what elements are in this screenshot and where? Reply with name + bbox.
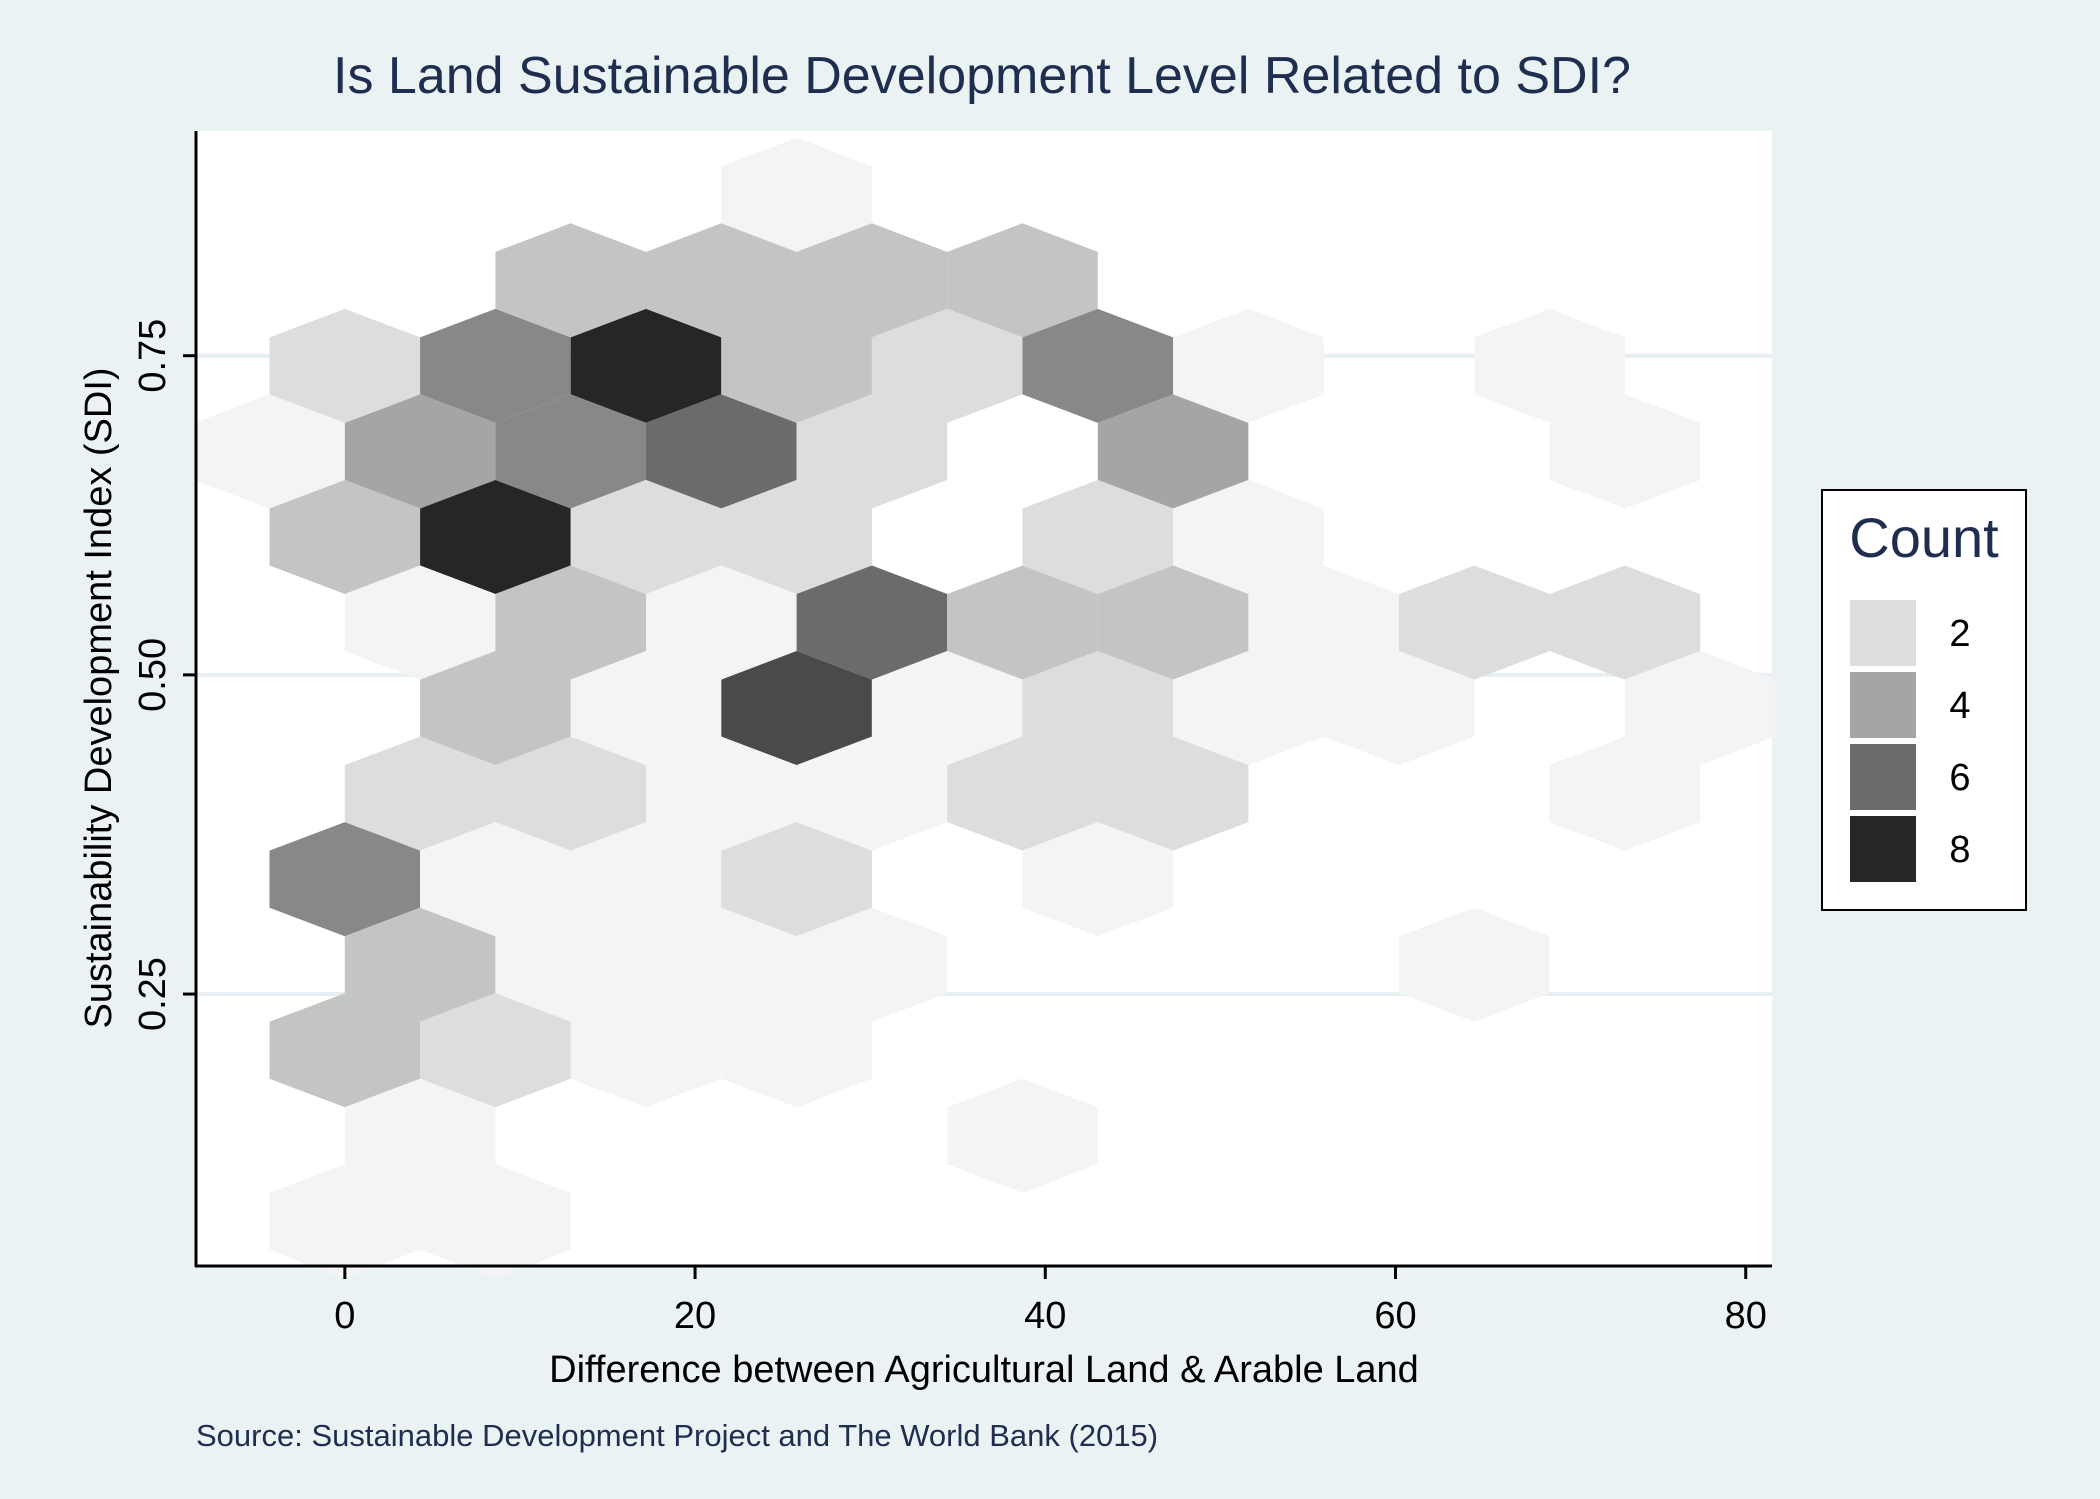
hex-bin <box>1399 565 1550 680</box>
chart-title: Is Land Sustainable Development Level Re… <box>333 47 1631 105</box>
hex-bin <box>871 308 1023 423</box>
hex-bin <box>796 907 948 1022</box>
hex-bin <box>796 565 948 680</box>
hex-bin <box>420 308 571 423</box>
legend-items: 2 4 6 8 <box>1850 600 1971 882</box>
hex-bin <box>570 480 722 594</box>
y-tick-label: 0.75 <box>132 319 174 393</box>
hex-bin <box>420 822 571 937</box>
legend-swatch <box>1850 744 1916 810</box>
hex-bin <box>495 565 646 680</box>
x-axis-label: Difference between Agricultural Land & A… <box>549 1349 1419 1391</box>
hex-bin <box>1022 480 1174 594</box>
hex-bin <box>646 223 797 338</box>
hex-bin <box>1097 736 1249 851</box>
hex-bin <box>1097 565 1249 680</box>
hex-bin <box>947 736 1098 851</box>
y-axis-label: Sustainability Development Index (SDI) <box>78 367 120 1028</box>
hex-bin <box>1248 565 1399 680</box>
hex-bin <box>269 480 421 594</box>
hex-bin <box>721 993 872 1108</box>
legend-label: 2 <box>1949 613 1970 655</box>
hex-bin <box>570 993 722 1108</box>
hex-bin <box>1624 651 1776 766</box>
x-axis-ticks: 0 20 40 60 80 <box>334 1266 1767 1337</box>
legend-swatch <box>1850 816 1916 882</box>
source-note: Source: Sustainable Development Project … <box>196 1418 1158 1453</box>
legend-label: 6 <box>1949 757 1970 799</box>
hex-bin <box>1474 308 1625 423</box>
hex-bin <box>420 480 571 594</box>
legend-swatch <box>1850 672 1916 738</box>
legend-label: 4 <box>1949 685 1970 727</box>
hex-bin <box>344 736 496 851</box>
hex-bin <box>269 1164 421 1279</box>
hex-bin <box>194 394 345 509</box>
hex-bin <box>1173 651 1324 766</box>
hex-bin <box>1549 736 1701 851</box>
hex-bin <box>1022 651 1174 766</box>
hex-bin <box>646 394 797 509</box>
hex-bin <box>1399 907 1550 1022</box>
hex-bin <box>269 308 421 423</box>
hex-bin <box>721 651 872 766</box>
hex-bin <box>495 223 646 338</box>
x-tick-label: 40 <box>1024 1295 1066 1337</box>
hex-bin <box>947 565 1098 680</box>
hex-bin <box>871 651 1023 766</box>
hex-bin <box>495 907 646 1022</box>
hex-bins <box>194 137 1776 1279</box>
hex-bin <box>947 223 1098 338</box>
hex-bin <box>796 223 948 338</box>
hex-bin <box>721 480 872 594</box>
hex-bin <box>1549 565 1701 680</box>
hex-bin <box>269 993 421 1108</box>
hex-bin <box>796 736 948 851</box>
y-tick-label: 0.50 <box>132 638 174 712</box>
hex-bin <box>420 651 571 766</box>
hex-bin <box>1549 394 1701 509</box>
y-axis-ticks: 0.25 0.50 0.75 <box>132 319 196 1031</box>
hex-bin <box>344 565 496 680</box>
legend-swatch <box>1850 600 1916 666</box>
hex-bin <box>344 1078 496 1193</box>
hex-bin <box>420 993 571 1108</box>
legend-title: Count <box>1849 506 1999 569</box>
hex-bin <box>1022 822 1174 937</box>
hex-bin <box>1097 394 1249 509</box>
hex-bin <box>570 308 722 423</box>
legend: Count 2 4 6 8 <box>1821 489 2027 911</box>
hex-bin <box>344 394 496 509</box>
hex-bin <box>1173 308 1324 423</box>
hex-bin <box>796 394 948 509</box>
hex-bin <box>420 1164 571 1279</box>
hex-bin <box>721 137 872 252</box>
hex-bin <box>1323 651 1475 766</box>
x-tick-label: 80 <box>1725 1295 1767 1337</box>
hex-bin <box>721 822 872 937</box>
hex-bin <box>269 822 421 937</box>
hex-bin <box>344 907 496 1022</box>
hex-bin <box>646 907 797 1022</box>
hex-bin <box>495 736 646 851</box>
hex-bin <box>570 651 722 766</box>
hex-bin <box>646 565 797 680</box>
hex-bin <box>646 736 797 851</box>
x-tick-label: 0 <box>334 1295 355 1337</box>
hex-bin <box>947 1078 1098 1193</box>
hex-bin <box>495 394 646 509</box>
x-tick-label: 60 <box>1374 1295 1416 1337</box>
y-tick-label: 0.25 <box>132 957 174 1031</box>
legend-label: 8 <box>1949 829 1970 871</box>
x-tick-label: 20 <box>674 1295 716 1337</box>
hex-bin <box>1022 308 1174 423</box>
hex-bin <box>570 822 722 937</box>
hex-bin <box>1173 480 1324 594</box>
hex-bin <box>721 308 872 423</box>
